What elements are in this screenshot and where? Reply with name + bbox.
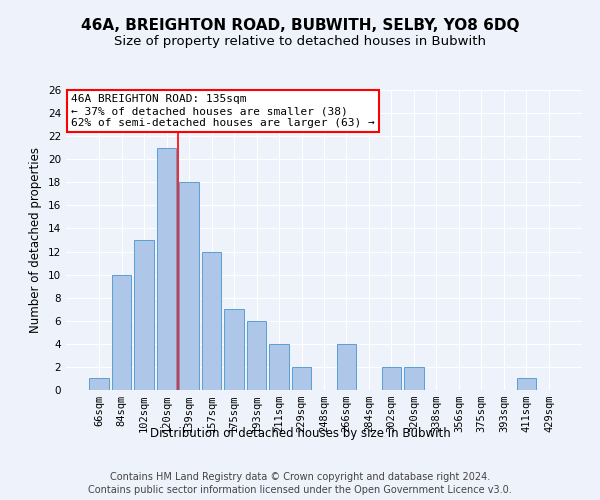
- Bar: [382, 367, 401, 390]
- Text: Distribution of detached houses by size in Bubwith: Distribution of detached houses by size …: [149, 428, 451, 440]
- Bar: [89, 378, 109, 390]
- Text: Size of property relative to detached houses in Bubwith: Size of property relative to detached ho…: [114, 35, 486, 48]
- Bar: [337, 344, 356, 390]
- Text: Contains HM Land Registry data © Crown copyright and database right 2024.: Contains HM Land Registry data © Crown c…: [110, 472, 490, 482]
- Y-axis label: Number of detached properties: Number of detached properties: [29, 147, 43, 333]
- Text: 46A BREIGHTON ROAD: 135sqm
← 37% of detached houses are smaller (38)
62% of semi: 46A BREIGHTON ROAD: 135sqm ← 37% of deta…: [71, 94, 375, 128]
- Bar: [224, 309, 244, 390]
- Bar: [269, 344, 289, 390]
- Bar: [404, 367, 424, 390]
- Text: Contains public sector information licensed under the Open Government Licence v3: Contains public sector information licen…: [88, 485, 512, 495]
- Text: 46A, BREIGHTON ROAD, BUBWITH, SELBY, YO8 6DQ: 46A, BREIGHTON ROAD, BUBWITH, SELBY, YO8…: [81, 18, 519, 32]
- Bar: [134, 240, 154, 390]
- Bar: [202, 252, 221, 390]
- Bar: [157, 148, 176, 390]
- Bar: [292, 367, 311, 390]
- Bar: [247, 321, 266, 390]
- Bar: [179, 182, 199, 390]
- Bar: [517, 378, 536, 390]
- Bar: [112, 274, 131, 390]
